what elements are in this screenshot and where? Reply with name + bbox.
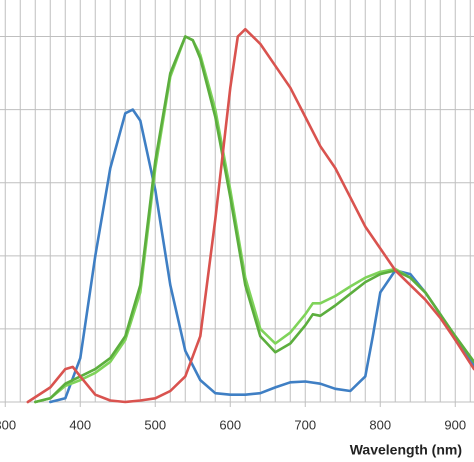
x-tick-label: 400 bbox=[69, 417, 91, 432]
x-tick-label: 900 bbox=[444, 417, 466, 432]
curve bbox=[33, 35, 474, 404]
x-tick-label: 500 bbox=[144, 417, 166, 432]
x-tick-label: 600 bbox=[219, 417, 241, 432]
x-tick-label: 300 bbox=[0, 417, 16, 432]
x-axis-label: Wavelength (nm) bbox=[350, 442, 462, 458]
curve bbox=[33, 35, 474, 404]
x-tick-label: 700 bbox=[294, 417, 316, 432]
x-tick-label: 800 bbox=[369, 417, 391, 432]
curve bbox=[26, 27, 474, 404]
